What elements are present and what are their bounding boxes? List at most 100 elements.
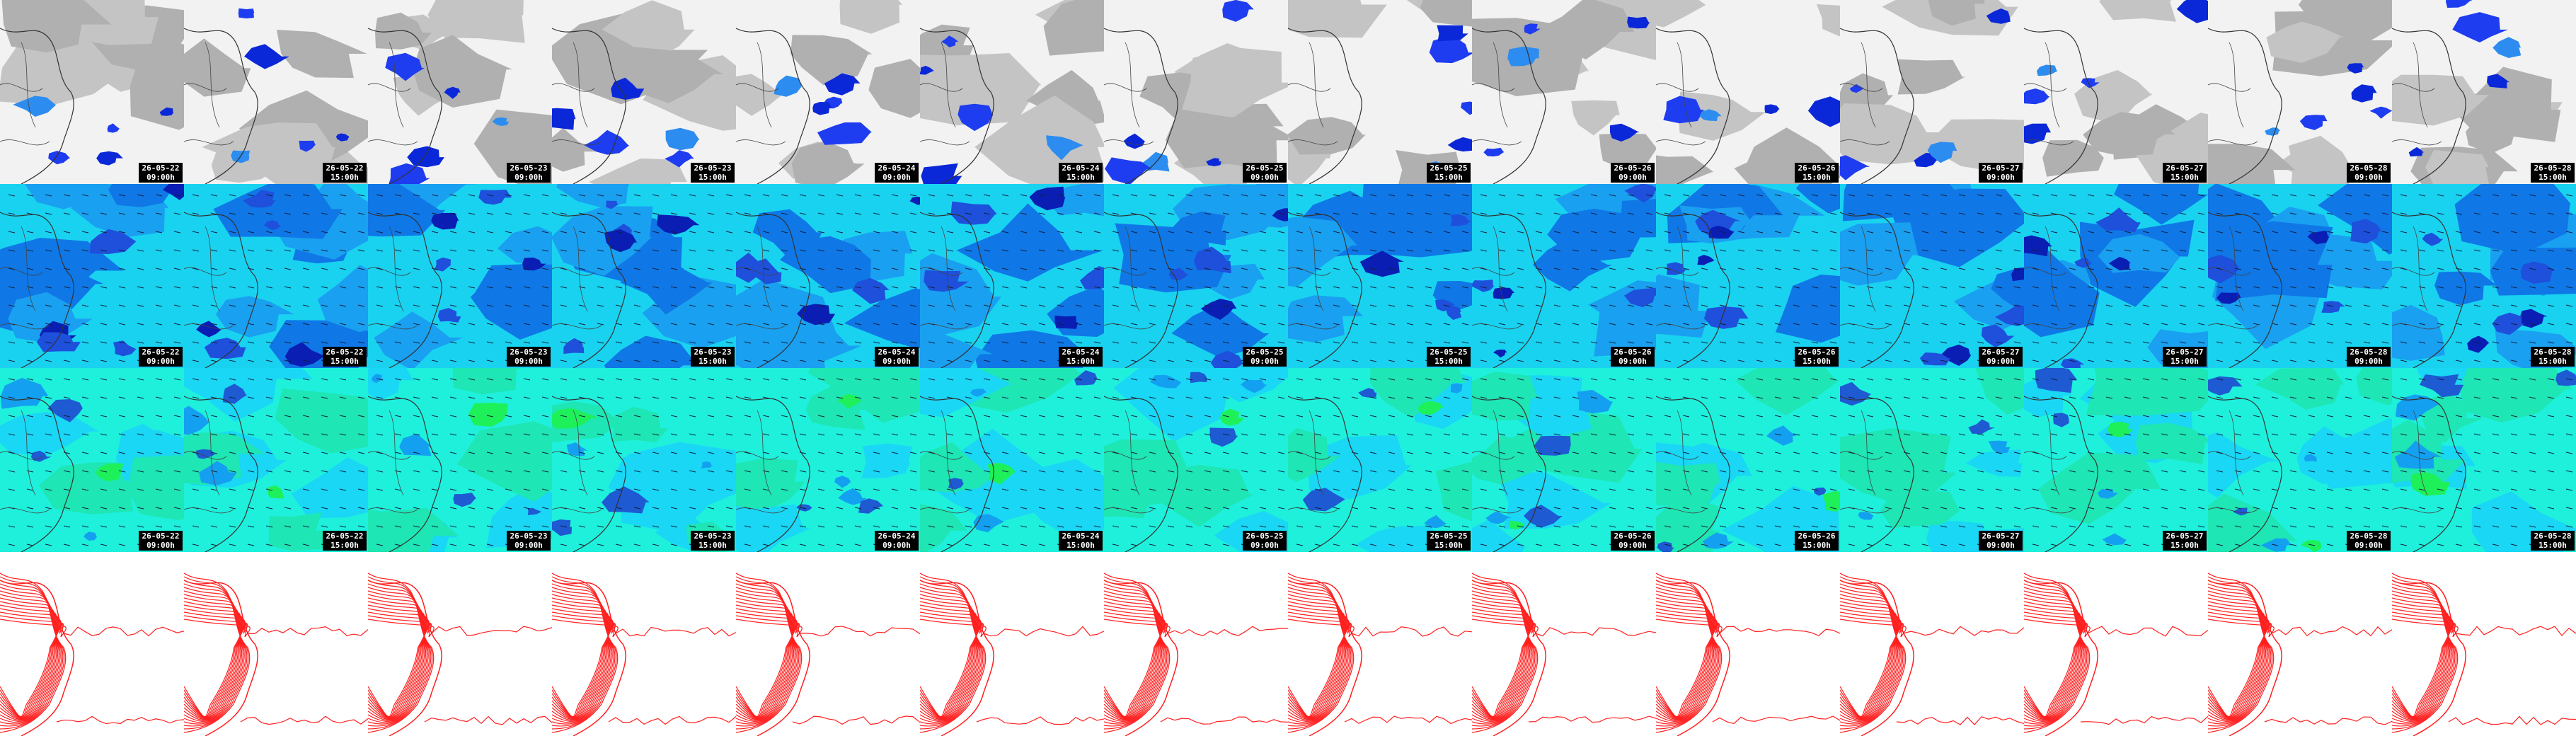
wind-barb (376, 470, 384, 473)
wind-barb (1443, 396, 1451, 399)
wind-barb (2289, 286, 2297, 289)
field-area (1571, 100, 1620, 136)
wind-barb (1885, 323, 1892, 326)
wind-barb (707, 415, 715, 418)
wind-barb (2197, 396, 2205, 399)
wind-barb (725, 507, 733, 510)
wind-barb (505, 415, 512, 418)
wind-barb (1958, 415, 1966, 418)
wind-barb (26, 433, 34, 436)
wind-barb (2069, 396, 2076, 399)
wind-barb (431, 341, 439, 344)
wind-barb (284, 470, 292, 473)
border-line (920, 410, 970, 514)
wind-barb (1001, 415, 1009, 418)
wind-barb (983, 212, 991, 215)
wind-barb (1609, 433, 1616, 436)
wind-barb (1553, 249, 1561, 252)
wind-barb (2161, 433, 2168, 436)
wind-barb (1259, 323, 1267, 326)
wind-barb (2326, 323, 2334, 326)
wind-barb (1388, 470, 1396, 473)
wind-barb (2161, 378, 2168, 381)
wind-barb (2529, 488, 2536, 491)
date-label: 26-05-26 (1798, 163, 1836, 173)
wind-barb (1682, 415, 1690, 418)
wind-barb (247, 396, 255, 399)
field-spot (1200, 299, 1237, 320)
wind-barb (284, 212, 292, 215)
wind-barb (2013, 212, 2021, 215)
wind-barb (1075, 396, 1083, 399)
date-label: 26-05-28 (2534, 531, 2572, 541)
coastline (1840, 212, 1914, 368)
wind-barb (1075, 452, 1083, 454)
wind-barb (1038, 507, 1046, 510)
pressure-contour (0, 580, 64, 727)
field-area (1369, 368, 1466, 419)
wind-barb (1737, 544, 1745, 546)
wind-barb (1921, 212, 1929, 215)
wind-barb (1682, 488, 1690, 491)
wind-barb (2473, 268, 2481, 270)
wind-barb (2105, 249, 2113, 252)
pressure-contour (1656, 601, 1715, 720)
wind-barb (1848, 488, 1856, 491)
pressure-contour (736, 587, 797, 723)
field-spot (2555, 369, 2576, 386)
field-spot (2037, 64, 2058, 76)
wind-barb (670, 341, 678, 344)
wind-barb (2418, 488, 2426, 491)
wind-barb (707, 525, 715, 528)
wind-barb (2032, 341, 2040, 344)
wind-barb (2492, 360, 2500, 362)
panel-background (1656, 552, 1840, 736)
field-area (1776, 274, 1840, 343)
wind-barb (707, 286, 715, 289)
wind-barb (1719, 470, 1727, 473)
wind-barb (1737, 323, 1745, 326)
wind-barb (1369, 323, 1377, 326)
wind-barb (2345, 488, 2352, 491)
field-spot (2487, 74, 2509, 88)
wind-barb (1020, 415, 1028, 418)
wind-barb (1921, 286, 1929, 289)
wind-barb (2326, 268, 2334, 270)
wind-barb (394, 488, 402, 491)
wind-barb (2547, 378, 2555, 381)
field-area (457, 421, 552, 502)
pressure-contour (2024, 576, 2089, 730)
field-spot (2420, 374, 2464, 398)
wind-barb (689, 396, 696, 399)
wind-barb (2069, 525, 2076, 528)
wind-barb (2197, 194, 2205, 197)
pressure-contour (1840, 615, 1904, 718)
wind-barb (1756, 341, 1764, 344)
date-label: 26-05-28 (2350, 163, 2388, 173)
field-spot (1986, 8, 2011, 24)
wind-barb (615, 212, 623, 215)
border-line (552, 410, 602, 514)
wind-barb (854, 433, 862, 436)
wind-barb (2069, 452, 2076, 454)
wind-barb (1664, 194, 1672, 197)
wind-barb (1185, 212, 1193, 215)
date-label: 26-05-24 (1062, 347, 1100, 357)
wind-barb (26, 507, 34, 510)
time-label: 09:00h (882, 173, 911, 182)
wind-barb (247, 488, 255, 491)
wind-barb (1885, 268, 1892, 270)
wind-barb (357, 212, 365, 215)
wind-barb (1848, 249, 1856, 252)
wind-barb (210, 452, 218, 454)
wind-barb (652, 341, 660, 344)
time-label: 15:00h (1434, 357, 1463, 366)
wind-barb (1443, 194, 1451, 197)
time-label: 09:00h (514, 541, 543, 550)
wind-barb (1719, 396, 1727, 399)
wind-barb (799, 194, 807, 197)
pressure-contour (1656, 587, 1717, 723)
wind-barb (2216, 212, 2224, 215)
